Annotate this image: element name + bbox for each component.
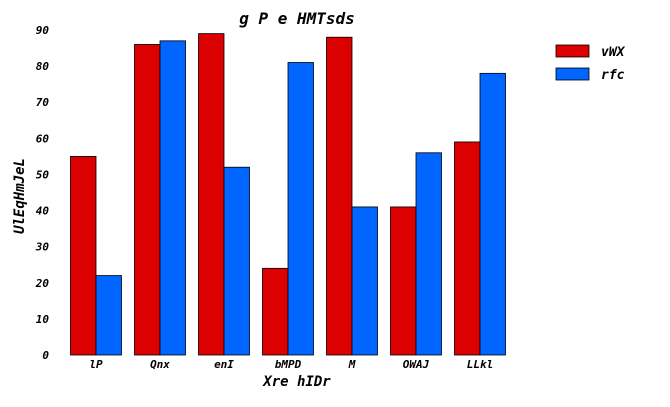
bar-rfc-OWAJ [415, 152, 442, 356]
y-axis-label: UlEqHmJeL [12, 158, 28, 234]
y-tick-label: 50 [36, 168, 50, 181]
y-tick-label: 80 [36, 60, 50, 73]
y-tick-label: 60 [36, 132, 50, 145]
bar-vWX-M [326, 36, 353, 356]
x-tick-label: OWAJ [403, 358, 430, 371]
bar-vWX-bMPD [262, 267, 289, 356]
bars-group [70, 33, 506, 356]
y-tick-label: 40 [36, 205, 50, 218]
y-tick-label: 70 [36, 96, 50, 109]
bar-vWX-OWAJ [390, 206, 417, 356]
chart-title: g P e HMTsds [239, 9, 355, 28]
legend: vWX rfc [555, 44, 626, 83]
y-tick-label: 20 [35, 277, 50, 290]
x-tick-labels: lP Qnx enI bMPD M OWAJ LLkl [89, 358, 493, 371]
bar-vWX-enI [198, 33, 225, 356]
bar-vWX-lP [70, 155, 97, 356]
x-tick-label: M [348, 358, 356, 371]
y-tick-labels: 0 10 20 30 40 50 60 70 80 90 [35, 24, 50, 362]
bar-rfc-enI [223, 166, 250, 356]
y-tick-label: 30 [35, 241, 50, 254]
legend-swatch-rfc [555, 67, 590, 81]
bar-rfc-M [351, 206, 378, 356]
bar-vWX-Qnx [134, 44, 161, 356]
bar-rfc-bMPD [287, 62, 314, 356]
legend-label-rfc: rfc [601, 68, 625, 83]
legend-swatch-vWX [555, 44, 590, 58]
x-tick-label: enI [214, 358, 234, 371]
legend-label-vWX: vWX [601, 45, 626, 60]
x-tick-label: lP [89, 358, 103, 371]
y-tick-label: 90 [36, 24, 50, 37]
x-tick-label: LLkl [467, 358, 494, 371]
y-tick-label: 10 [36, 313, 50, 326]
x-tick-label: Qnx [150, 358, 170, 371]
bar-vWX-LLkl [454, 141, 481, 356]
bar-rfc-Qnx [159, 40, 186, 356]
bar-rfc-lP [95, 275, 122, 356]
x-tick-label: bMPD [275, 358, 302, 371]
y-tick-label: 0 [42, 349, 49, 362]
x-axis-label: Xre hIDr [262, 374, 331, 390]
bar-rfc-LLkl [479, 72, 506, 356]
